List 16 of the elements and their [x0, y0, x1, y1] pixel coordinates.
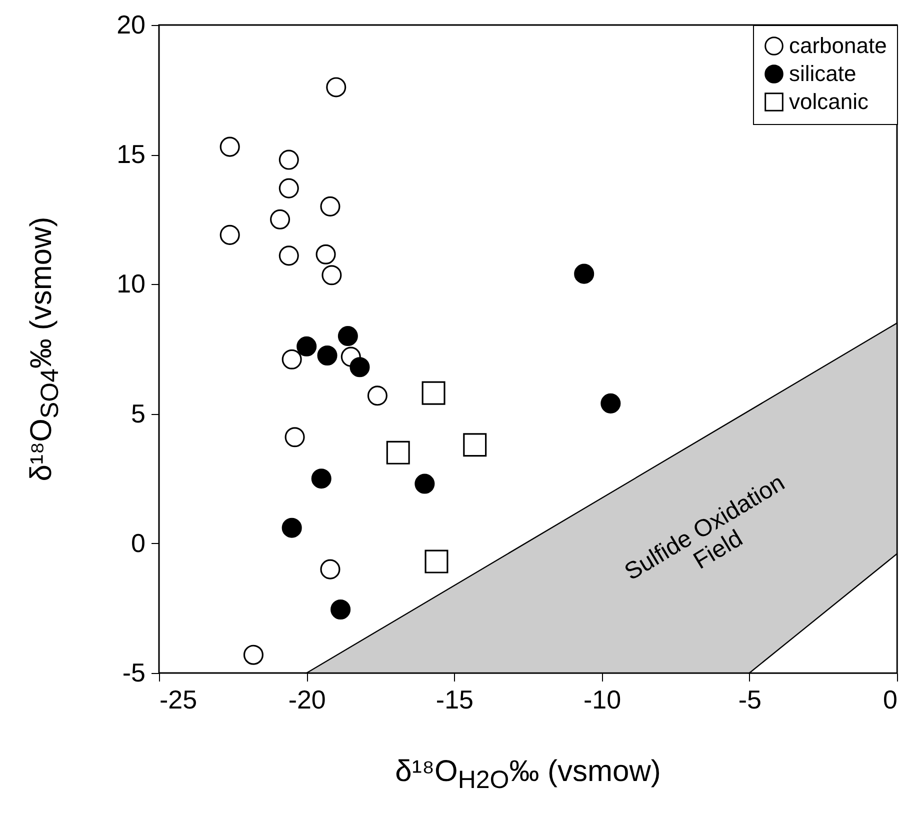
x-tick-label: -20	[288, 684, 326, 714]
y-tick-label: 15	[116, 139, 146, 170]
x-tick-label: -25	[160, 684, 198, 714]
legend-label: volcanic	[789, 89, 868, 114]
y-tick-label: 5	[131, 398, 146, 428]
x-tick-label: -5	[738, 684, 762, 714]
x-tick-label: -10	[584, 684, 622, 714]
y-tick-label: 20	[116, 10, 146, 40]
x-tick-label: -15	[436, 684, 474, 714]
y-tick-label: -5	[122, 658, 146, 688]
legend-label: silicate	[789, 61, 856, 86]
x-tick-label: 0	[883, 684, 898, 714]
y-tick-label: 0	[131, 528, 146, 558]
x-axis-title: δ¹⁸O$_{H2O}$‰ (vsmow)	[394, 755, 662, 795]
legend-label: carbonate	[789, 33, 887, 58]
y-tick-label: 10	[116, 268, 146, 299]
